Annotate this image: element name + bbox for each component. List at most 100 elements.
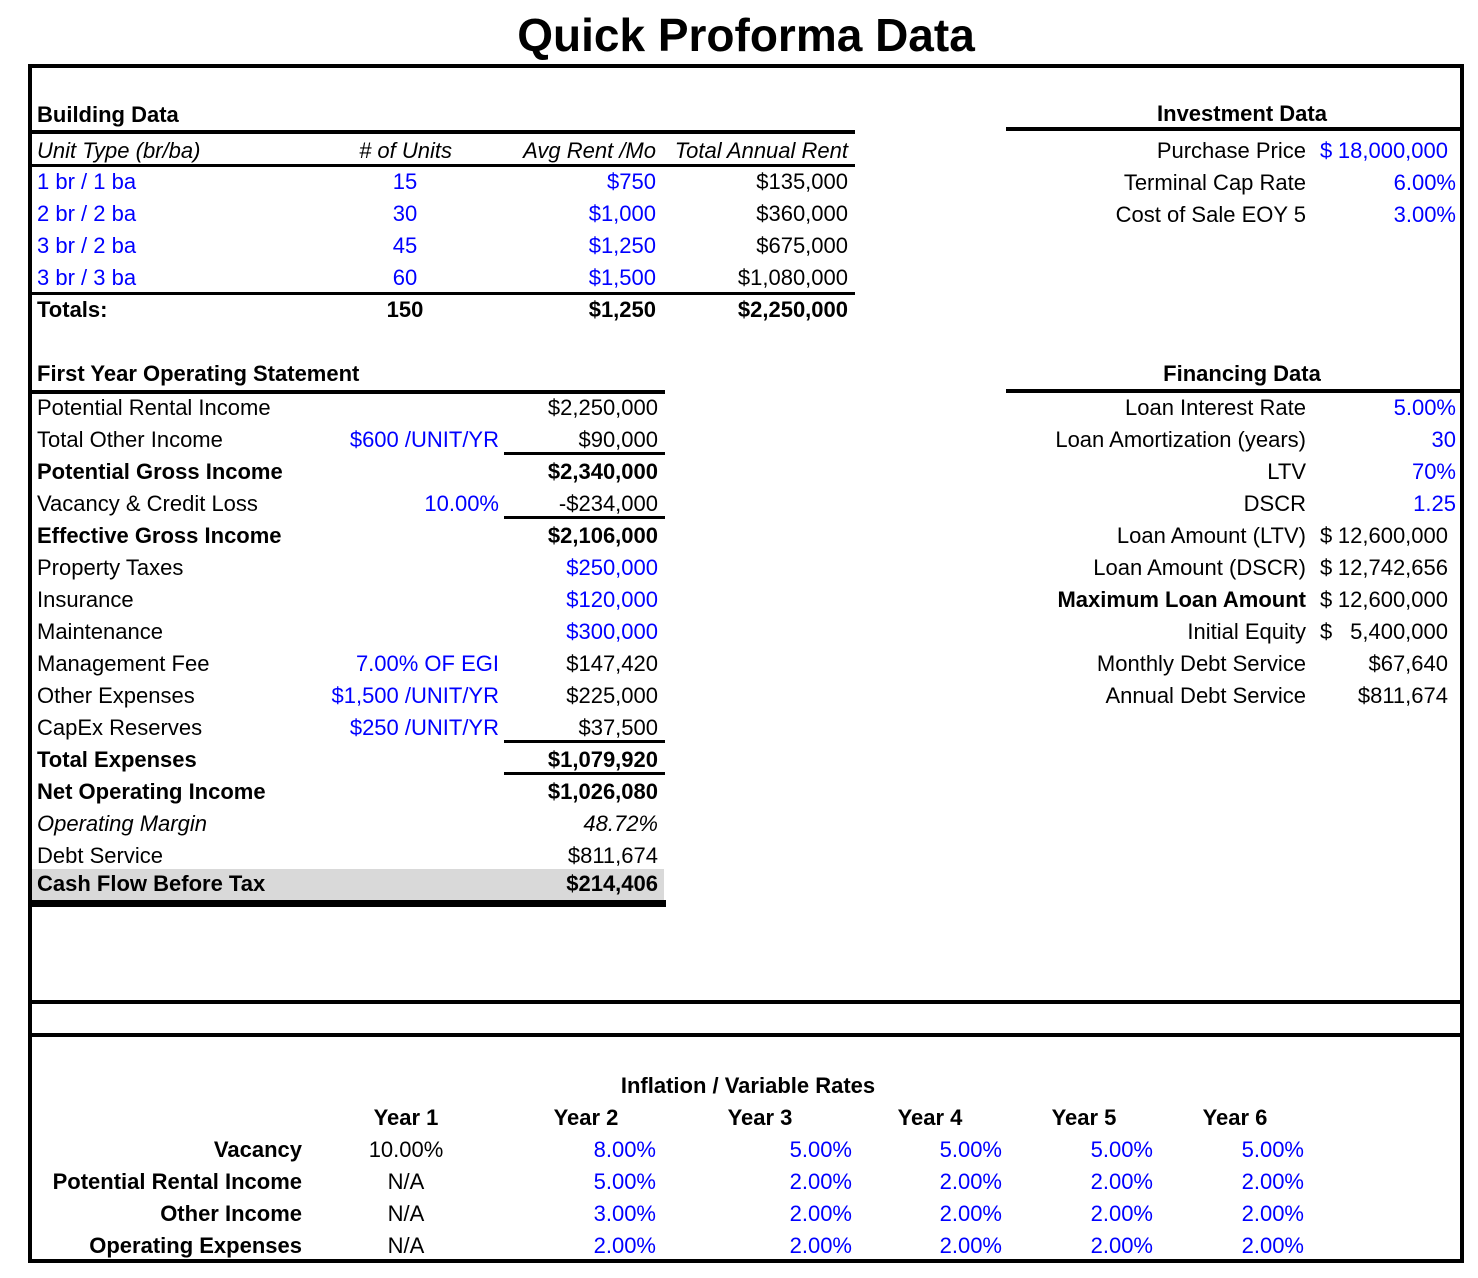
financing-row-label: Annual Debt Service [1105,683,1306,708]
investment-header: Investment Data [1157,101,1327,126]
investment-header-rule [1006,127,1460,131]
operating-value-cell: $225,000 [566,683,658,708]
operating-row-label: Debt Service [37,843,163,868]
financing-currency-symbol: $ [1320,587,1333,612]
inflation-value-cell[interactable]: 2.00% [1090,1169,1153,1194]
page-title: Quick Proforma Data [517,9,975,61]
financing-row-label: Maximum Loan Amount [1057,587,1306,612]
financing-value-cell: 12,600,000 [1337,523,1448,548]
building-col-num-units: # of Units [359,138,452,163]
inflation-value-cell[interactable]: 5.00% [593,1169,656,1194]
avg-rent-cell[interactable]: $750 [607,169,656,194]
operating-row-label: Cash Flow Before Tax [37,871,266,896]
operating-row-label: Maintenance [37,619,163,644]
operating-value-cell[interactable]: $300,000 [566,619,658,644]
operating-row-label: Other Expenses [37,683,195,708]
inflation-value-cell[interactable]: 5.00% [939,1137,1002,1162]
unit-type-cell[interactable]: 1 br / 1 ba [37,169,137,194]
inflation-value-cell: 10.00% [368,1137,444,1162]
unit-type-cell[interactable]: 2 br / 2 ba [37,201,137,226]
operating-value-cell[interactable]: $120,000 [566,587,658,612]
annual-rent-cell: $1,080,000 [737,265,848,290]
financing-header-rule [1006,389,1460,393]
investment-value-cell[interactable]: 3.00% [1393,202,1456,227]
unit-count-cell[interactable]: 30 [392,201,418,226]
inflation-value-cell[interactable]: 2.00% [939,1201,1002,1226]
inflation-value-cell[interactable]: 2.00% [789,1169,852,1194]
inflation-value-cell[interactable]: 3.00% [593,1201,656,1226]
inflation-value-cell[interactable]: 2.00% [1241,1201,1304,1226]
inflation-year-header: Year 4 [897,1105,963,1130]
operating-assumption-cell[interactable]: $250 /UNIT/YR [349,715,499,740]
outer-border [28,64,1464,1263]
building-col-avg-rent: Avg Rent /Mo [523,138,656,163]
unit-count-cell[interactable]: 15 [392,169,418,194]
financing-value-cell: $67,640 [1368,651,1448,676]
operating-cell-rule [504,516,665,519]
operating-row-label: Insurance [37,587,134,612]
inflation-value-cell[interactable]: 2.00% [789,1233,852,1258]
inflation-value-cell: N/A [387,1201,425,1226]
inflation-value-cell[interactable]: 2.00% [1090,1233,1153,1258]
investment-value-cell[interactable]: 6.00% [1393,170,1456,195]
inflation-row-label: Other Income [160,1201,302,1226]
inflation-value-cell[interactable]: 2.00% [939,1169,1002,1194]
investment-value-cell[interactable]: 18,000,000 [1337,138,1448,163]
investment-currency-symbol[interactable]: $ [1320,138,1333,163]
financing-value-cell[interactable]: 70% [1411,459,1456,484]
operating-cell-rule [504,740,665,743]
unit-count-cell[interactable]: 45 [392,233,418,258]
operating-value-cell: $811,674 [567,843,658,868]
inflation-value-cell[interactable]: 2.00% [1090,1201,1153,1226]
inflation-value-cell[interactable]: 2.00% [789,1201,852,1226]
operating-assumption-cell[interactable]: $600 /UNIT/YR [349,427,499,452]
avg-rent-cell[interactable]: $1,000 [588,201,656,226]
inflation-value-cell[interactable]: 5.00% [1090,1137,1153,1162]
inflation-value-cell[interactable]: 2.00% [939,1233,1002,1258]
operating-value-cell: $90,000 [578,427,658,452]
operating-assumption-cell[interactable]: 10.00% [424,491,499,516]
financing-row-label: Loan Interest Rate [1124,395,1306,420]
inflation-value-cell[interactable]: 8.00% [593,1137,656,1162]
operating-value-cell[interactable]: $250,000 [566,555,658,580]
financing-currency-symbol: $ [1320,619,1333,644]
inflation-value-cell[interactable]: 2.00% [593,1233,656,1258]
avg-rent-cell[interactable]: $1,250 [588,233,656,258]
operating-value-cell: $2,340,000 [547,459,658,484]
operating-assumption-cell[interactable]: 7.00% OF EGI [355,651,499,676]
operating-cell-rule [504,772,665,775]
operating-row-label: Potential Gross Income [37,459,283,484]
unit-type-cell[interactable]: 3 br / 3 ba [37,265,137,290]
investment-row-label: Purchase Price [1156,138,1306,163]
financing-value-cell[interactable]: 30 [1431,427,1456,452]
inflation-row-label: Vacancy [213,1137,302,1162]
operating-row-label: Effective Gross Income [37,523,282,548]
annual-rent-cell: $360,000 [756,201,848,226]
inflation-value-cell[interactable]: 2.00% [1241,1233,1304,1258]
totals-label: Totals: [37,297,108,322]
operating-row-label: Vacancy & Credit Loss [37,491,258,516]
operating-row-label: Potential Rental Income [37,395,271,420]
operating-value-cell: $37,500 [578,715,658,740]
inflation-value-cell[interactable]: 5.00% [789,1137,852,1162]
inflation-row-label: Potential Rental Income [52,1169,302,1194]
inflation-year-header: Year 2 [553,1105,619,1130]
inflation-value-cell[interactable]: 5.00% [1241,1137,1304,1162]
operating-cell-rule [504,452,665,455]
operating-value-cell: $214,406 [566,871,658,896]
building-col-unit-type: Unit Type (br/ba) [37,138,201,163]
unit-type-cell[interactable]: 3 br / 2 ba [37,233,137,258]
financing-row-label: LTV [1267,459,1306,484]
financing-row-label: Monthly Debt Service [1096,651,1306,676]
unit-count-cell[interactable]: 60 [392,265,418,290]
financing-currency-symbol: $ [1320,555,1333,580]
operating-assumption-cell[interactable]: $1,500 /UNIT/YR [331,683,499,708]
financing-value-cell[interactable]: 1.25 [1413,491,1456,516]
inflation-value-cell[interactable]: 2.00% [1241,1169,1304,1194]
totals-avg-rent: $1,250 [588,297,656,322]
financing-value-cell: 5,400,000 [1350,619,1448,644]
avg-rent-cell[interactable]: $1,500 [588,265,656,290]
building-colheader-rule [30,164,855,167]
operating-header-rule [30,390,665,394]
financing-value-cell[interactable]: 5.00% [1393,395,1456,420]
